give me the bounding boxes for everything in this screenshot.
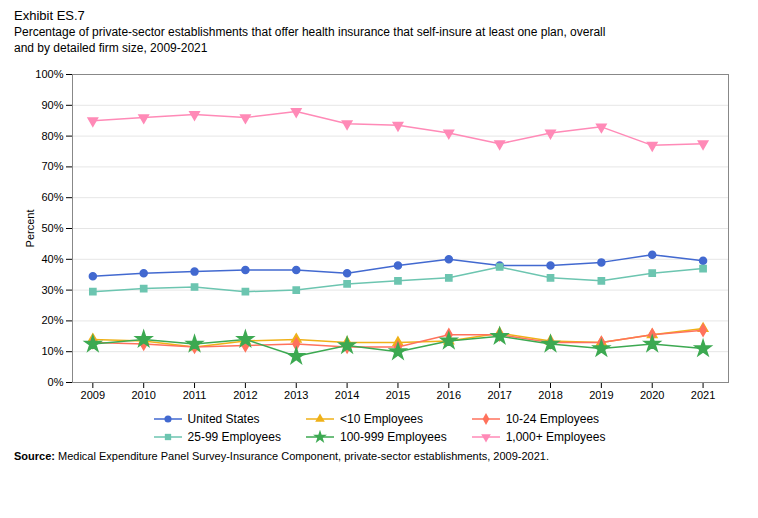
svg-text:0%: 0% <box>48 376 64 388</box>
svg-text:2011: 2011 <box>183 389 207 401</box>
html-text:Percentage of private-sector e: Percentage of private-sector establishme… <box>14 25 606 55</box>
html-text:Source: Medical Expenditure Pa: Source: Medical Expenditure Panel Survey… <box>14 450 549 463</box>
html-text:United States: United States <box>187 412 260 427</box>
svg-text:2016: 2016 <box>437 389 461 401</box>
html-text:100-999 Employees: 100-999 Employees <box>340 430 447 445</box>
svg-text:60%: 60% <box>41 191 63 203</box>
svg-text:80%: 80% <box>41 130 63 142</box>
svg-text:40%: 40% <box>41 253 63 265</box>
svg-text:30%: 30% <box>41 284 63 296</box>
svg-text:50%: 50% <box>41 222 63 234</box>
svg-text:2009: 2009 <box>81 389 105 401</box>
svg-text:70%: 70% <box>41 161 63 173</box>
html-text:Exhibit ES.7: Exhibit ES.7 <box>14 8 85 23</box>
svg-text:2012: 2012 <box>233 389 257 401</box>
svg-text:2013: 2013 <box>284 389 308 401</box>
svg-text:100%: 100% <box>35 68 63 80</box>
svg-text:2014: 2014 <box>335 389 359 401</box>
html-text:1,000+ Employees: 1,000+ Employees <box>505 430 606 445</box>
svg-text:2017: 2017 <box>487 389 511 401</box>
svg-text:2015: 2015 <box>386 389 410 401</box>
svg-text:2021: 2021 <box>691 389 715 401</box>
svg-text:2020: 2020 <box>640 389 664 401</box>
svg-text:90%: 90% <box>41 99 63 111</box>
svg-text:Percent: Percent <box>24 210 36 248</box>
html-text:<10 Employees: <10 Employees <box>340 412 423 427</box>
html-text:10-24 Employees: 10-24 Employees <box>505 412 600 427</box>
html-text:25-99 Employees: 25-99 Employees <box>187 430 281 445</box>
svg-text:10%: 10% <box>41 345 63 357</box>
svg-text:20%: 20% <box>41 315 63 327</box>
svg-text:2018: 2018 <box>538 389 562 401</box>
svg-text:2010: 2010 <box>131 389 155 401</box>
svg-text:2019: 2019 <box>589 389 613 401</box>
